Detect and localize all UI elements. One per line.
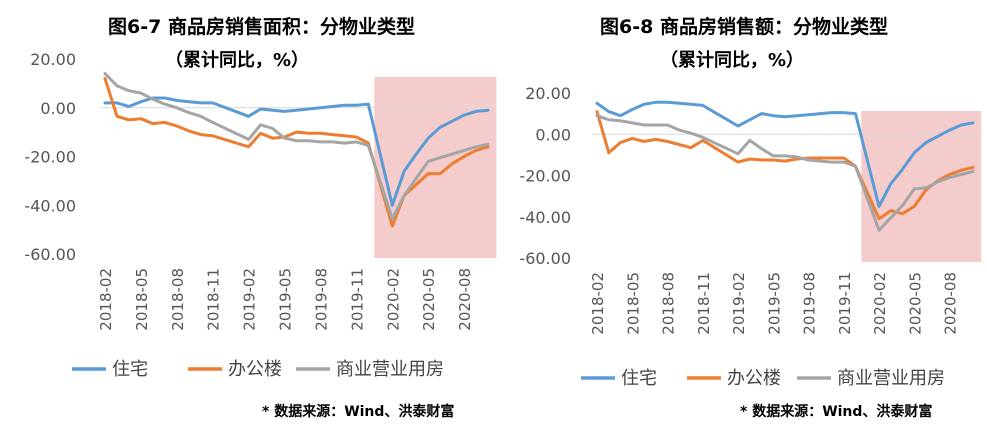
x-tick-label: 2019-11 xyxy=(348,268,366,331)
y-tick-label: 20.00 xyxy=(525,84,571,103)
legend-label: 住宅 xyxy=(621,368,657,389)
x-tick-label: 2020-05 xyxy=(906,272,924,335)
legend-label: 商业营业用房 xyxy=(837,368,945,389)
x-tick-label: 2020-02 xyxy=(871,272,889,335)
series-line-2 xyxy=(103,72,490,221)
series-line-1 xyxy=(595,110,975,221)
y-tick-label: 0.00 xyxy=(535,125,571,144)
x-tick-label: 2018-08 xyxy=(660,272,678,335)
shaded-period-region xyxy=(861,111,982,262)
x-tick-label: 2018-05 xyxy=(624,272,642,335)
x-tick-label: 2019-08 xyxy=(801,272,819,335)
y-tick-label: -40.00 xyxy=(519,208,571,227)
y-tick-label: 0.00 xyxy=(40,99,76,118)
data-source-note: * 数据来源：Wind、洪泰财富 xyxy=(740,404,933,420)
x-tick-label: 2020-08 xyxy=(942,272,960,335)
x-tick-label: 2019-08 xyxy=(312,268,330,331)
x-tick-label: 2019-05 xyxy=(765,272,783,335)
x-tick-label: 2019-11 xyxy=(836,272,854,335)
legend-label: 住宅 xyxy=(112,359,148,380)
y-tick-label: -20.00 xyxy=(519,167,571,186)
chart-subtitle: （累计同比，%） xyxy=(660,50,805,71)
series-line-0 xyxy=(103,96,490,207)
x-tick-label: 2019-02 xyxy=(730,272,748,335)
series-line-1 xyxy=(103,77,490,228)
chart-title: 图6-8 商品房销售额：分物业类型 xyxy=(600,16,888,38)
line-chart-sales-area: 20.00 0.00 -20.00 -40.00 -60.00 2018-02 2018-0… xyxy=(24,50,497,380)
chart-title: 图6-7 商品房销售面积：分物业类型 xyxy=(108,16,415,38)
chart-panel-sales-amount: 图6-8 商品房销售额：分物业类型 （累计同比，%） 20.00 0.00 -20.… xyxy=(495,0,987,429)
chart-panel-sales-area: 图6-7 商品房销售面积：分物业类型 （累计同比，%） 20.00 0.00 -20… xyxy=(24,16,497,420)
x-tick-label: 2018-11 xyxy=(205,268,223,331)
y-tick-label: -60.00 xyxy=(519,249,571,268)
x-tick-label: 2018-08 xyxy=(169,268,187,331)
x-tick-label: 2019-05 xyxy=(277,268,295,331)
x-tick-label: 2020-02 xyxy=(384,268,402,331)
x-tick-label: 2018-11 xyxy=(695,272,713,335)
legend-label: 商业营业用房 xyxy=(336,359,444,380)
legend-label: 办公楼 xyxy=(727,368,781,389)
y-tick-label: -20.00 xyxy=(24,148,76,167)
series-line-2 xyxy=(595,114,975,232)
legend-label: 办公楼 xyxy=(228,359,282,380)
x-tick-label: 2018-05 xyxy=(133,268,151,331)
y-tick-label: 20.00 xyxy=(30,50,76,69)
x-tick-label: 2019-02 xyxy=(241,268,259,331)
data-source-note: * 数据来源：Wind、洪泰财富 xyxy=(262,404,455,420)
y-tick-label: -60.00 xyxy=(24,245,76,264)
series-line-0 xyxy=(595,100,975,208)
x-tick-label: 2018-02 xyxy=(97,268,115,331)
x-tick-label: 2018-02 xyxy=(589,272,607,335)
x-tick-label: 2020-08 xyxy=(456,268,474,331)
line-chart-sales-amount: 20.00 0.00 -20.00 -40.00 -60.00 2018-02 2018-0… xyxy=(519,84,982,389)
shaded-period-region xyxy=(374,77,497,258)
y-tick-label: -40.00 xyxy=(24,196,76,215)
x-tick-label: 2020-05 xyxy=(420,268,438,331)
chart-subtitle: （累计同比，%） xyxy=(165,50,310,71)
